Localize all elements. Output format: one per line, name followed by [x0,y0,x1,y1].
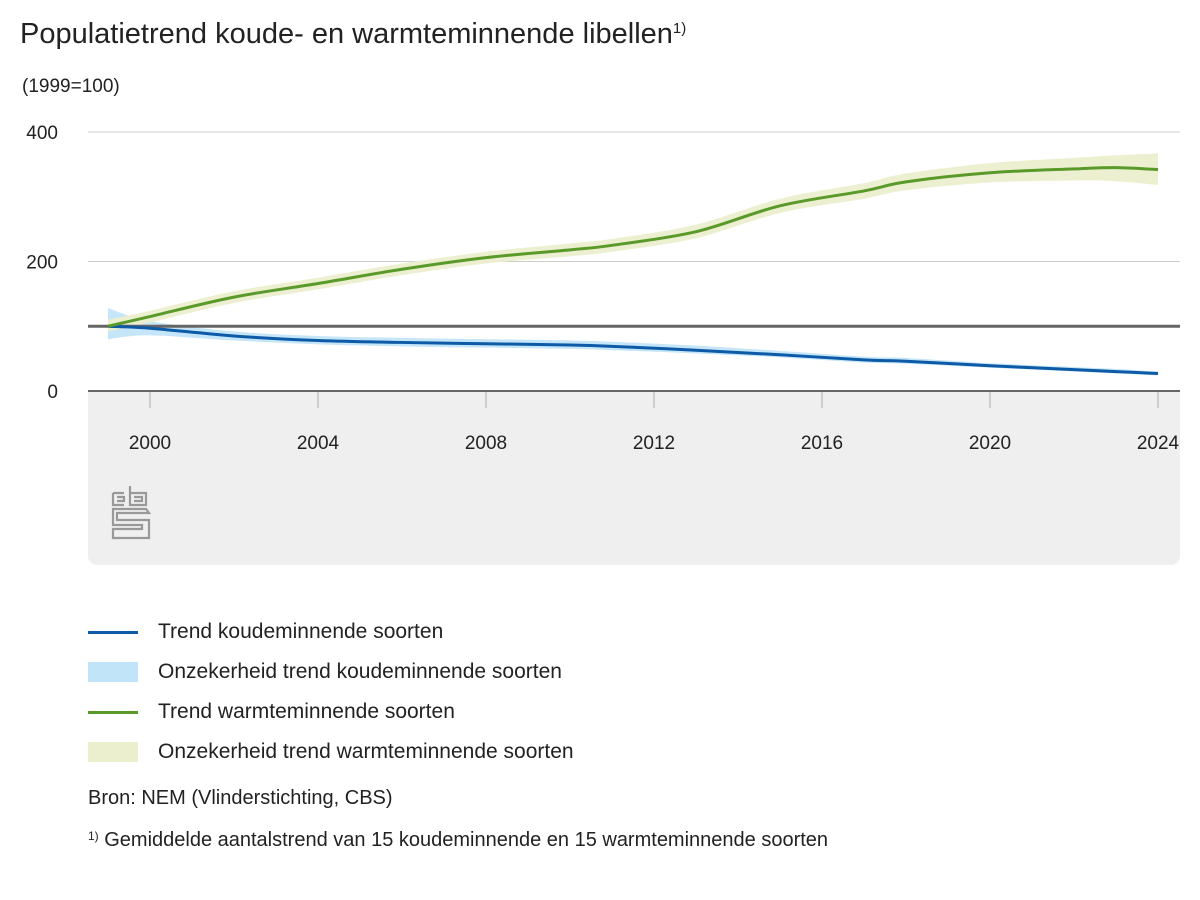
title-text: Populatietrend koude- en warmteminnende … [20,18,673,50]
y-tick-label: 200 [26,253,58,274]
legend-label: Onzekerheid trend koudeminnende soorten [158,660,562,683]
footnote: 1) Gemiddelde aantalstrend van 15 koudem… [88,829,828,852]
legend-label: Onzekerheid trend warmteminnende soorten [158,740,574,763]
cold-uncertainty-band [108,308,1158,376]
legend-item-cold-trend: Trend koudeminnende soorten [88,612,574,652]
x-tick-label: 2008 [465,433,507,454]
footnote-mark: 1) [88,829,99,843]
legend-swatch [88,630,138,634]
legend-item-cold-band: Onzekerheid trend koudeminnende soorten [88,652,574,692]
y-tick-label: 0 [47,382,58,403]
cold-trend-line [107,324,1159,376]
x-tick-label: 2020 [969,433,1011,454]
y-axis-unit: (1999=100) [22,76,120,97]
warm-trend-line [107,166,1159,328]
x-tick-label: 2016 [801,433,843,454]
legend-item-warm-band: Onzekerheid trend warmteminnende soorten [88,732,574,772]
x-tick-label: 2024 [1137,433,1180,454]
chart-title: Populatietrend koude- en warmteminnende … [20,18,686,51]
cbs-logo [111,486,152,540]
y-tick-label: 400 [26,123,58,144]
legend-label: Trend koudeminnende soorten [158,620,444,643]
x-axis-background [88,391,1180,565]
x-tick-label: 2000 [129,433,171,454]
legend-swatch [88,742,138,762]
x-tick-label: 2004 [297,433,340,454]
legend-swatch [88,710,138,714]
title-footnote-mark: 1) [672,20,687,37]
chart: 0 200 400 2000 2004 2008 2012 2016 2020 2024 [26,123,1180,565]
x-tick-label: 2012 [633,433,675,454]
legend: Trend koudeminnende soorten Onzekerheid … [88,612,574,772]
source-text: Bron: NEM (Vlinderstichting, CBS) [88,787,393,809]
legend-label: Trend warmteminnende soorten [158,700,455,723]
legend-item-warm-trend: Trend warmteminnende soorten [88,692,574,732]
footnote-text: Gemiddelde aantalstrend van 15 koudeminn… [104,829,829,851]
legend-swatch [88,662,138,682]
